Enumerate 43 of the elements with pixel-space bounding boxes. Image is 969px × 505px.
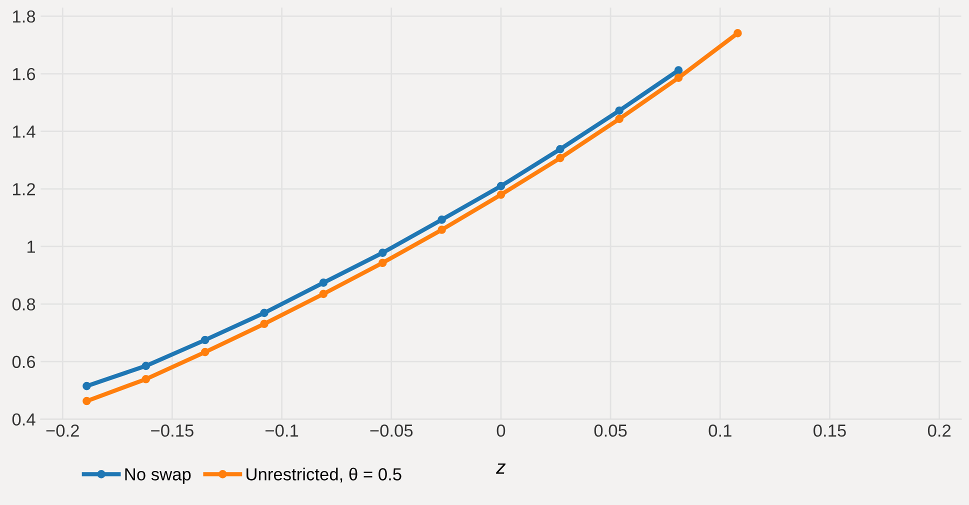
x-tick-label: −0.2 (46, 424, 79, 437)
point (674, 74, 683, 82)
point (438, 226, 446, 234)
point (734, 29, 742, 38)
point (496, 182, 506, 190)
x-tick-label: 0.1 (708, 424, 732, 437)
point (438, 216, 446, 224)
point (496, 190, 506, 199)
point (260, 308, 268, 318)
point (378, 258, 387, 268)
x-tick-label: 0.05 (594, 424, 627, 437)
y-tick-label: 1.4 (13, 126, 36, 138)
point (319, 278, 328, 287)
y-tick-label: 0.8 (12, 298, 36, 310)
point (142, 374, 150, 384)
point (674, 66, 683, 74)
y-tick-label: 1 (28, 240, 35, 253)
point (142, 362, 150, 370)
point (615, 114, 624, 124)
y-tick-label: 0.4 (12, 413, 36, 426)
point (200, 348, 210, 356)
point (556, 145, 564, 154)
point (260, 320, 268, 328)
y-tick-label: 1.2 (13, 183, 35, 196)
x-tick-label: −0.15 (151, 424, 194, 437)
x-axis-title: z (496, 463, 506, 474)
x-tick-label: 0.2 (928, 424, 951, 437)
y-tick-label: 0.6 (12, 356, 36, 368)
legend-label: No swap (125, 468, 191, 484)
point (556, 154, 564, 162)
point (319, 290, 328, 298)
x-tick-label: 0 (496, 424, 506, 437)
x-tick-label: −0.1 (266, 424, 298, 437)
y-tick-label: 1.8 (13, 10, 36, 23)
x-tick-label: −0.05 (370, 424, 413, 437)
point (200, 336, 210, 344)
point (82, 396, 91, 406)
point (615, 106, 624, 115)
point (82, 382, 91, 390)
x-tick-label: 0.15 (814, 424, 846, 437)
legend-label: Unrestricted, θ = 0.5 (246, 468, 402, 483)
point (378, 248, 387, 257)
y-tick-label: 1.6 (13, 68, 36, 80)
